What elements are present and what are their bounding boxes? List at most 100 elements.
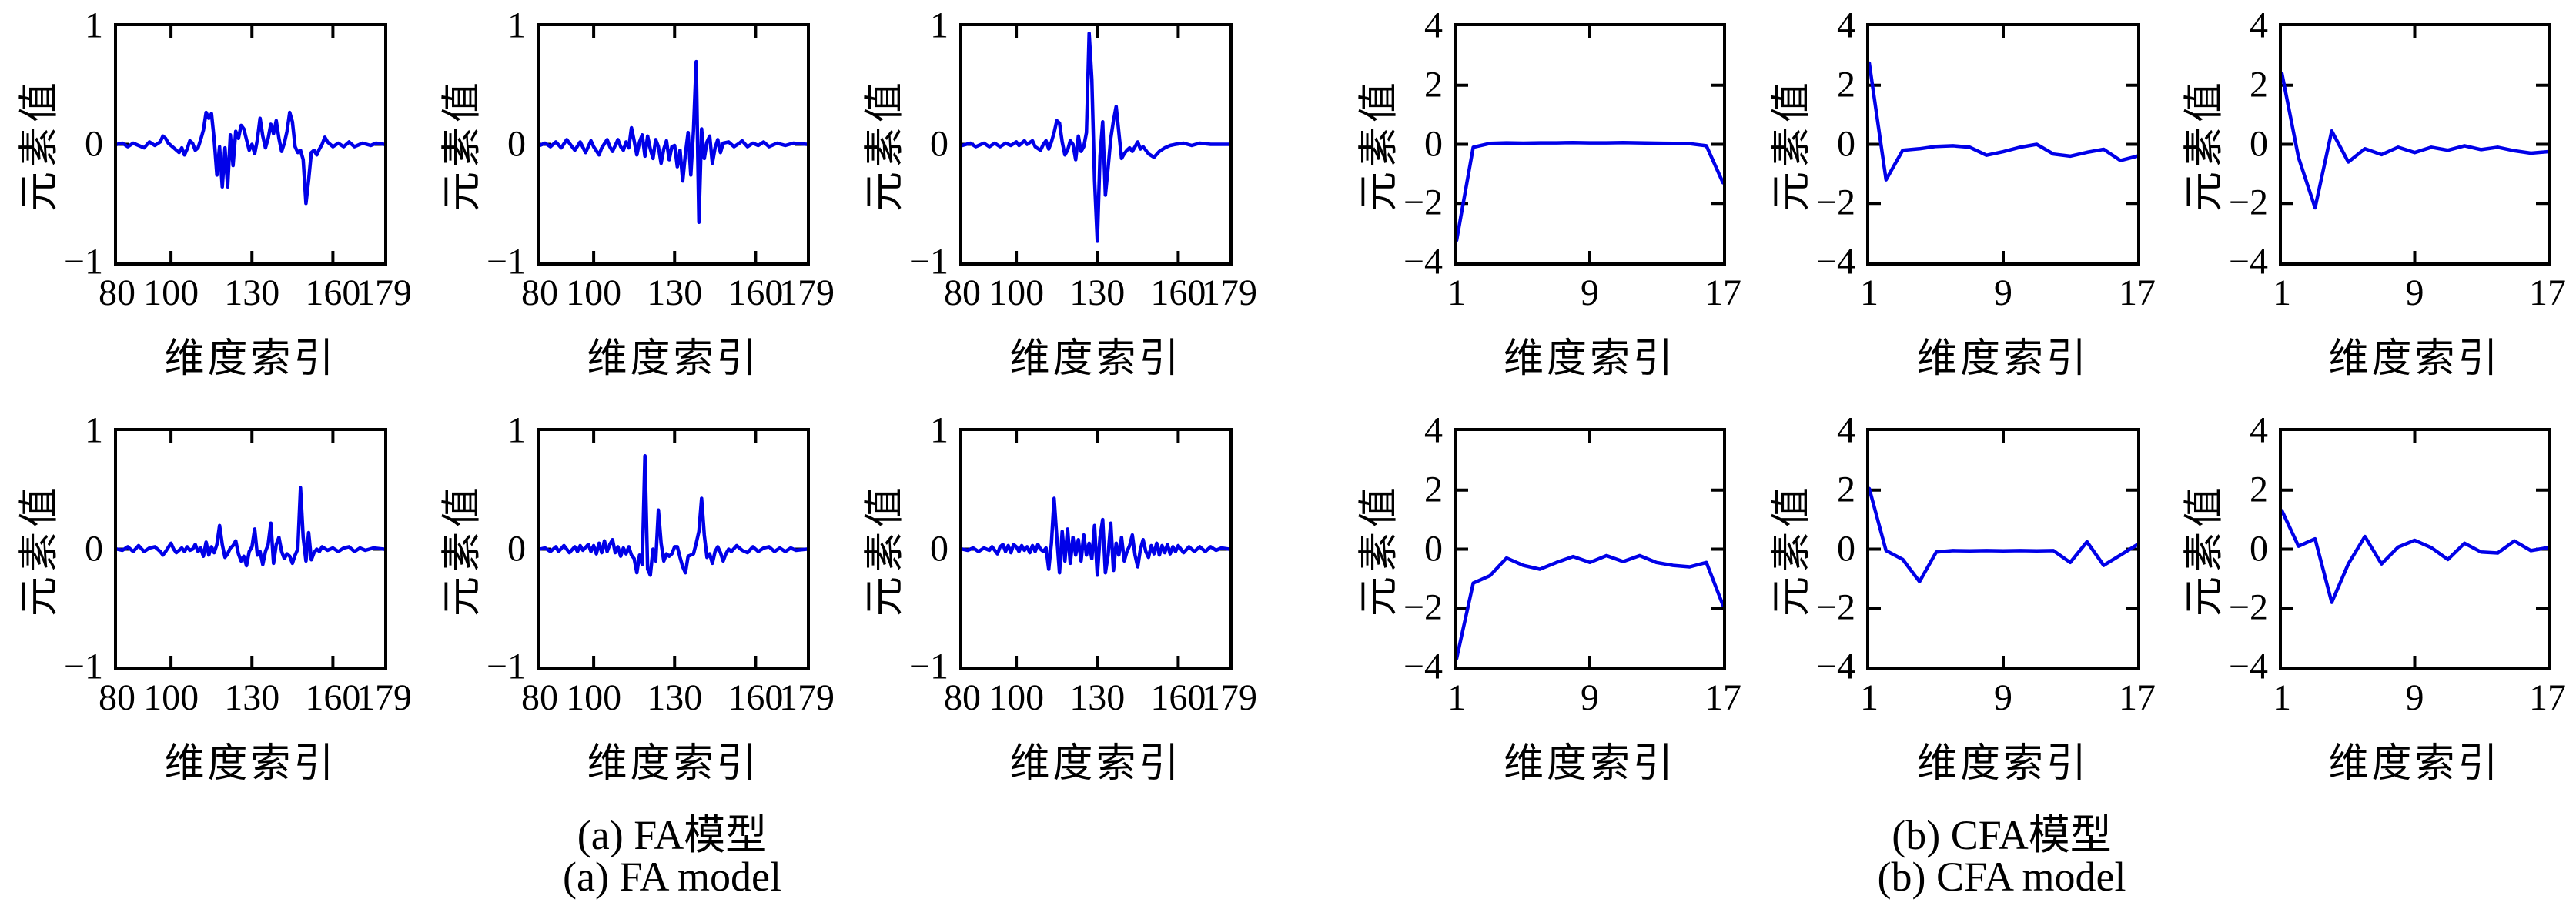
line-plot-canvas bbox=[540, 431, 807, 667]
x-tick-label: 179 bbox=[356, 677, 412, 718]
y-tick-label: 1 bbox=[507, 409, 526, 451]
y-tick-label: 4 bbox=[1424, 409, 1443, 451]
y-tick-label: −4 bbox=[1815, 241, 1855, 282]
x-tick-label: 80 bbox=[944, 272, 981, 313]
x-axis-label: 维度索引 bbox=[164, 742, 337, 786]
line-plot-canvas bbox=[1457, 26, 1723, 262]
x-tick-labels: 1 9 17 bbox=[1860, 262, 2156, 316]
y-tick-label: 4 bbox=[1424, 5, 1443, 46]
y-tick-label: 2 bbox=[1424, 469, 1443, 510]
y-axis-label: 元素值 bbox=[863, 77, 908, 212]
line-plot-canvas bbox=[117, 26, 384, 262]
x-tick-label: 160 bbox=[305, 272, 361, 313]
x-tick-label: 17 bbox=[2529, 272, 2566, 313]
x-tick-labels: 80 100 130 160 179 bbox=[944, 262, 1257, 316]
y-tick-label: −2 bbox=[1815, 182, 1855, 223]
x-tick-label: 130 bbox=[1069, 272, 1126, 313]
y-tick-label: 0 bbox=[930, 527, 948, 569]
subplot-fa-3: 元素值 1 0 −1 80 100 130 160 179 维度索引 bbox=[864, 5, 1258, 381]
caption-b-en: (b) CFA model bbox=[1877, 854, 2126, 900]
x-tick-label: 130 bbox=[647, 677, 703, 718]
x-axis-label: 维度索引 bbox=[587, 742, 760, 786]
y-tick-label: 0 bbox=[1837, 527, 1855, 569]
y-tick-label: −2 bbox=[1815, 587, 1855, 628]
x-tick-labels: 1 9 17 bbox=[1447, 262, 1741, 316]
subplot-cfa-5: 元素值 4 2 0 −2 −4 1 9 17 维度索引 bbox=[1771, 409, 2156, 786]
y-tick-label: −1 bbox=[908, 241, 948, 282]
y-tick-label: 1 bbox=[930, 5, 948, 46]
x-tick-label: 160 bbox=[1150, 272, 1206, 313]
y-axis-label: 元素值 bbox=[1357, 482, 1402, 617]
y-tick-label: −4 bbox=[1403, 646, 1443, 687]
x-tick-labels: 1 9 17 bbox=[2273, 262, 2566, 316]
x-tick-label: 1 bbox=[1447, 677, 1466, 718]
y-tick-label: 2 bbox=[2250, 64, 2268, 105]
x-tick-labels: 80 100 130 160 179 bbox=[99, 667, 412, 721]
x-axis-label: 维度索引 bbox=[1503, 337, 1677, 381]
x-tick-labels: 80 100 130 160 179 bbox=[99, 262, 412, 316]
y-axis-label: 元素值 bbox=[1770, 482, 1815, 617]
x-tick-label: 130 bbox=[224, 677, 280, 718]
x-tick-labels: 1 9 17 bbox=[1447, 667, 1741, 721]
y-tick-label: −2 bbox=[2228, 182, 2268, 223]
y-tick-label: 0 bbox=[1837, 122, 1855, 164]
y-tick-label: −2 bbox=[1403, 587, 1443, 628]
y-axis-label: 元素值 bbox=[440, 482, 485, 617]
x-axis-label: 维度索引 bbox=[2328, 337, 2501, 381]
y-axis-label: 元素值 bbox=[18, 77, 62, 212]
subplot-fa-5: 元素值 1 0 −1 80 100 130 160 179 维度索引 bbox=[441, 409, 835, 786]
y-axis-label: 元素值 bbox=[440, 77, 485, 212]
x-tick-label: 179 bbox=[356, 272, 412, 313]
caption-a-zh: (a) FA模型 bbox=[577, 812, 768, 858]
y-tick-label: 0 bbox=[1424, 527, 1443, 569]
x-tick-labels: 1 9 17 bbox=[2273, 667, 2566, 721]
y-tick-label: 1 bbox=[85, 409, 103, 451]
line-plot-canvas bbox=[2282, 26, 2548, 262]
x-tick-label: 1 bbox=[1860, 677, 1878, 718]
subplot-cfa-1: 元素值 4 2 0 −2 −4 1 9 17 维度索引 bbox=[1358, 5, 1742, 381]
line-plot-canvas bbox=[540, 26, 807, 262]
x-tick-label: 100 bbox=[566, 677, 622, 718]
y-axis-label: 元素值 bbox=[1770, 77, 1815, 212]
x-tick-label: 179 bbox=[779, 272, 835, 313]
y-axis-label: 元素值 bbox=[863, 482, 908, 617]
y-tick-label: 1 bbox=[85, 5, 103, 46]
line-plot-canvas bbox=[2282, 431, 2548, 667]
x-axis-label: 维度索引 bbox=[1009, 337, 1183, 381]
line-plot-canvas bbox=[1869, 431, 2137, 667]
subplot-cfa-3: 元素值 4 2 0 −2 −4 1 9 17 维度索引 bbox=[2183, 5, 2567, 381]
x-tick-labels: 80 100 130 160 179 bbox=[521, 667, 835, 721]
x-tick-label: 17 bbox=[2529, 677, 2566, 718]
y-tick-label: 2 bbox=[1837, 469, 1855, 510]
line-plot-canvas bbox=[962, 26, 1229, 262]
x-axis-label: 维度索引 bbox=[1916, 742, 2090, 786]
y-tick-label: −1 bbox=[486, 646, 526, 687]
y-tick-label: 4 bbox=[1837, 5, 1855, 46]
x-tick-label: 80 bbox=[521, 677, 558, 718]
x-axis-label: 维度索引 bbox=[164, 337, 337, 381]
y-tick-label: −2 bbox=[1403, 182, 1443, 223]
x-tick-label: 9 bbox=[2405, 272, 2424, 313]
x-tick-label: 9 bbox=[1581, 272, 1599, 313]
x-tick-labels: 1 9 17 bbox=[1860, 667, 2156, 721]
x-tick-label: 100 bbox=[989, 272, 1045, 313]
y-tick-label: 0 bbox=[930, 122, 948, 164]
y-tick-label: 2 bbox=[2250, 469, 2268, 510]
x-tick-labels: 80 100 130 160 179 bbox=[521, 262, 835, 316]
subplot-cfa-6: 元素值 4 2 0 −2 −4 1 9 17 维度索引 bbox=[2183, 409, 2567, 786]
x-tick-label: 179 bbox=[1202, 272, 1257, 313]
x-tick-label: 160 bbox=[728, 677, 784, 718]
caption-a-en: (a) FA model bbox=[563, 854, 781, 900]
y-tick-label: 1 bbox=[930, 409, 948, 451]
y-tick-label: −2 bbox=[2228, 587, 2268, 628]
y-tick-label: 1 bbox=[507, 5, 526, 46]
y-axis-label: 元素值 bbox=[1357, 77, 1402, 212]
line-plot-canvas bbox=[1869, 26, 2137, 262]
y-tick-label: 0 bbox=[507, 122, 526, 164]
x-tick-label: 130 bbox=[1069, 677, 1126, 718]
x-tick-label: 1 bbox=[1860, 272, 1878, 313]
x-tick-label: 17 bbox=[2119, 677, 2156, 718]
subplot-cfa-4: 元素值 4 2 0 −2 −4 1 9 17 维度索引 bbox=[1358, 409, 1742, 786]
x-tick-label: 160 bbox=[305, 677, 361, 718]
subplot-fa-1: 元素值 1 0 −1 80 100 130 160 179 维度索引 bbox=[18, 5, 413, 381]
